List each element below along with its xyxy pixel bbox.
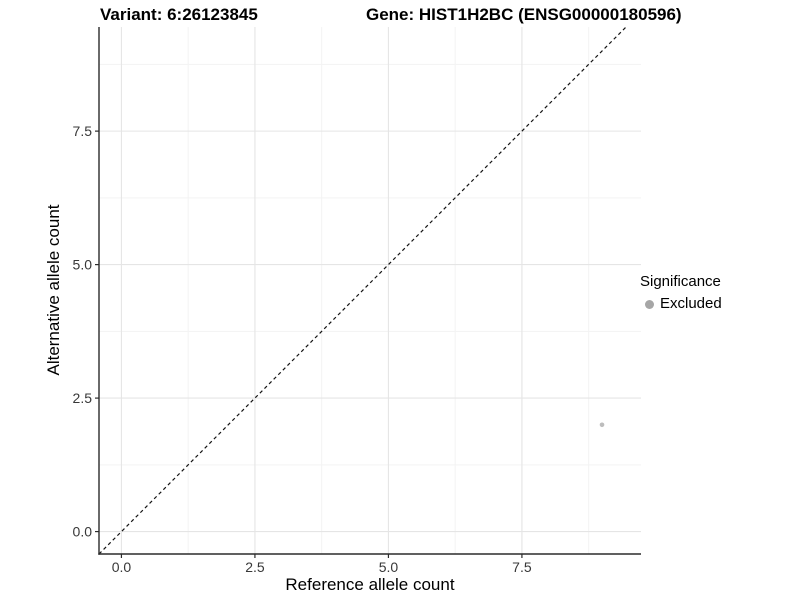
plot-title-gene: Gene: HIST1H2BC (ENSG00000180596): [366, 5, 682, 24]
legend-key-dot: [645, 299, 654, 309]
legend-item-excluded: Excluded: [640, 295, 722, 313]
y-tick-label: 5.0: [73, 257, 93, 273]
x-tick-label: 0.0: [112, 559, 132, 575]
y-tick-label: 0.0: [73, 524, 93, 540]
data-point: [599, 422, 605, 428]
legend-title: Significance: [640, 273, 721, 290]
identity-dashed-line: [98, 26, 627, 555]
legend: Significance Excluded: [640, 273, 722, 313]
x-tick-label: 7.5: [512, 559, 532, 575]
plot-title-variant: Variant: 6:26123845: [100, 5, 258, 24]
y-axis-title: Alternative allele count: [44, 204, 63, 376]
y-tick-label: 7.5: [73, 123, 93, 139]
x-tick-label: 5.0: [379, 559, 399, 575]
x-tick-label: 2.5: [245, 559, 265, 575]
y-tick-label: 2.5: [73, 390, 93, 406]
x-axis-title: Reference allele count: [285, 575, 455, 594]
legend-item-label: Excluded: [660, 295, 722, 312]
